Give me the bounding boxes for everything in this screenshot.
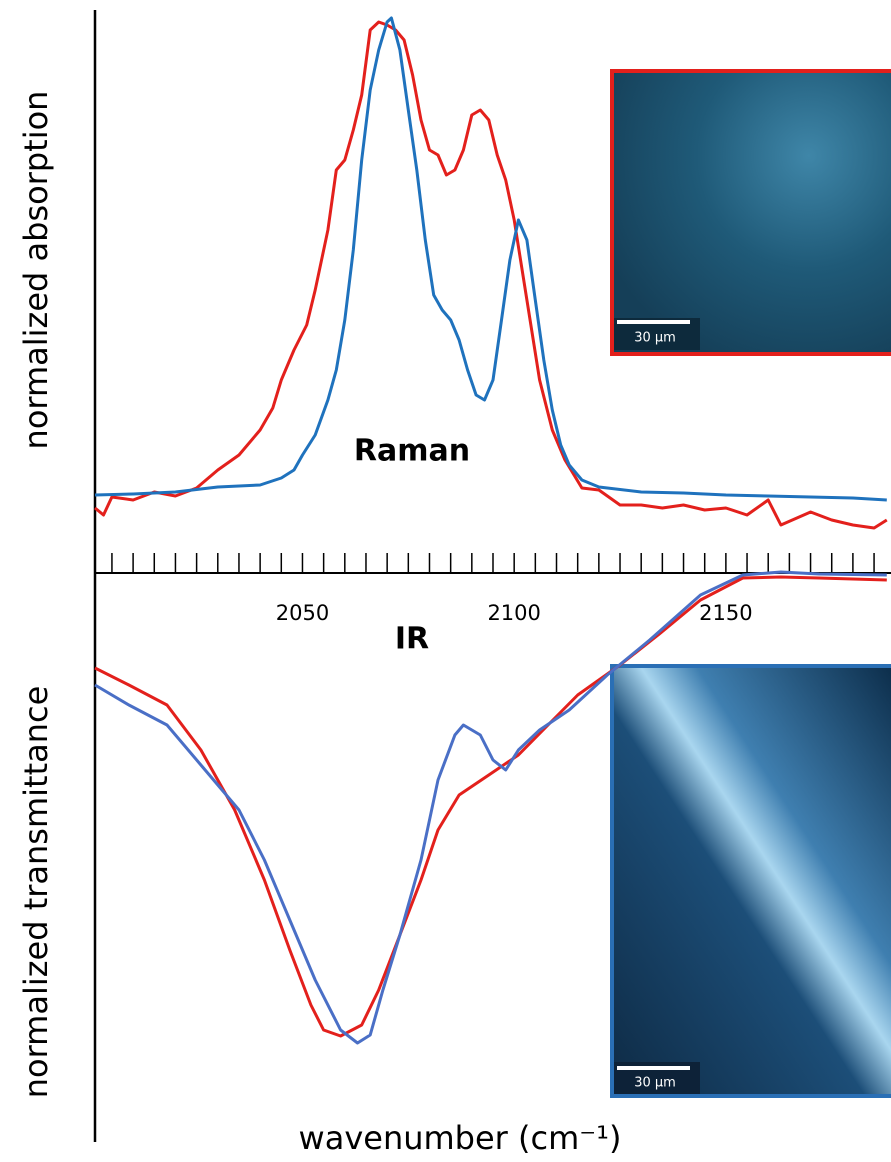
inset-border [610, 664, 891, 1098]
scale-label: 30 µm [634, 331, 676, 346]
y-axis-title: normalized transmittance [17, 686, 55, 1099]
series-line [94, 20, 888, 530]
inset-border [610, 69, 891, 356]
x-tick-label: 2150 [699, 601, 752, 625]
x-tick-label: 2050 [276, 601, 329, 625]
annotation: IR [395, 622, 429, 657]
inset-photo [612, 71, 891, 354]
insets: 30 µm 30 µm [610, 69, 891, 1098]
series-line [94, 16, 887, 502]
inset-photo [612, 666, 891, 1096]
annotation: Raman [354, 434, 470, 469]
y-axis-title: normalized absorption [17, 91, 55, 450]
scale-label: 30 µm [634, 1076, 676, 1091]
series-line [94, 570, 887, 1045]
series-line [94, 575, 887, 1038]
x-axis-title: wavenumber (cm⁻¹) [299, 1119, 622, 1157]
x-tick-label: 2100 [487, 601, 540, 625]
